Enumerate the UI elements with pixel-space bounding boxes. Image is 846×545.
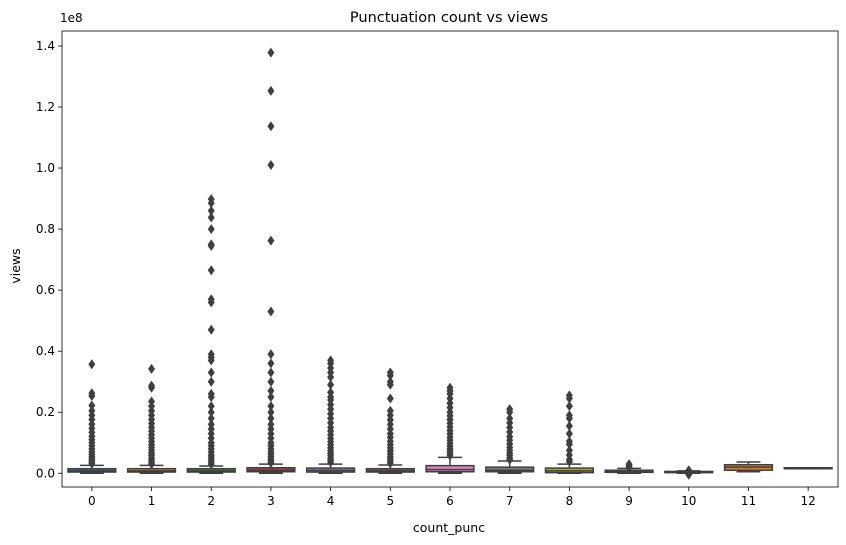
outlier-point: [386, 393, 394, 404]
outlier-point: [565, 401, 573, 412]
y-tick-label: 0.4: [36, 344, 55, 358]
outlier-point: [506, 407, 514, 418]
y-tick-label: 0.0: [36, 466, 55, 480]
y-tick-label: 0.2: [36, 405, 55, 419]
outlier-point: [88, 391, 96, 402]
box-6: [425, 464, 475, 473]
x-tick-label: 3: [267, 494, 275, 508]
outlier-point: [267, 349, 275, 360]
outlier-point: [267, 385, 275, 396]
x-tick-label: 10: [681, 494, 696, 508]
x-tick-label: 8: [566, 494, 574, 508]
outlier-point: [207, 355, 215, 366]
outlier-point: [148, 382, 156, 393]
outlier-point: [267, 306, 275, 317]
outlier-point: [207, 205, 215, 216]
outlier-point: [207, 391, 215, 402]
x-tick-label: 7: [506, 494, 514, 508]
outlier-point: [267, 367, 275, 378]
x-axis-label: count_punc: [413, 520, 485, 535]
outlier-point: [506, 454, 514, 465]
outlier-point: [386, 458, 394, 469]
outlier-point: [207, 459, 215, 470]
outlier-point: [565, 428, 573, 439]
outlier-point: [267, 401, 275, 412]
x-tick-label: 4: [327, 494, 335, 508]
outlier-point: [386, 379, 394, 390]
outlier-point: [148, 459, 156, 470]
plot-frame: [61, 30, 839, 488]
box-7: [485, 466, 535, 473]
outlier-point: [267, 407, 275, 418]
x-tick-label: 6: [446, 494, 454, 508]
outlier-point: [207, 198, 215, 209]
outlier-point: [565, 456, 573, 467]
y-tick-label: 1.4: [36, 39, 55, 53]
outlier-point: [88, 400, 96, 411]
outlier-point: [207, 240, 215, 251]
y-axis-label: views: [8, 248, 23, 283]
outlier-point: [207, 401, 215, 412]
x-tick-label: 12: [801, 494, 816, 508]
outlier-point: [327, 457, 335, 468]
outlier-point: [267, 235, 275, 246]
outlier-point: [148, 363, 156, 374]
outlier-point: [267, 376, 275, 387]
outlier-point: [267, 358, 275, 369]
outlier-point: [267, 457, 275, 468]
outlier-point: [207, 367, 215, 378]
outlier-point: [207, 224, 215, 235]
y-tick-label: 1.2: [36, 100, 55, 114]
x-tick-label: 1: [148, 494, 156, 508]
outlier-point: [267, 391, 275, 402]
y-tick-label: 0.6: [36, 283, 55, 297]
outlier-point: [207, 212, 215, 223]
x-tick-label: 2: [207, 494, 215, 508]
x-tick-label: 11: [741, 494, 756, 508]
x-tick-label: 9: [625, 494, 633, 508]
outlier-point: [267, 47, 275, 58]
y-tick-label: 0.8: [36, 222, 55, 236]
outlier-point: [88, 458, 96, 469]
chart-title: Punctuation count vs views: [350, 10, 548, 26]
outlier-point: [207, 265, 215, 276]
outlier-point: [446, 450, 454, 461]
x-tick-label: 5: [386, 494, 394, 508]
outlier-point: [267, 159, 275, 170]
outlier-point: [327, 372, 335, 383]
y-offset-label: 1e8: [60, 11, 83, 25]
outlier-point: [565, 393, 573, 404]
x-tick-label: 0: [88, 494, 96, 508]
outlier-point: [386, 370, 394, 381]
outlier-point: [267, 413, 275, 424]
outlier-point: [207, 297, 215, 308]
plot-area: 0.00.20.40.60.81.01.21.40 1 2 3 4 5 6 7 8 9 10 11 12: [36, 30, 839, 508]
outlier-point: [565, 439, 573, 450]
outlier-point: [625, 462, 633, 473]
outlier-point: [267, 85, 275, 96]
y-tick-label: 1.0: [36, 161, 55, 175]
outlier-point: [565, 420, 573, 431]
outlier-point: [327, 379, 335, 390]
outlier-point: [88, 359, 96, 370]
outlier-point: [685, 469, 693, 480]
outlier-point: [207, 407, 215, 418]
outlier-point: [207, 413, 215, 424]
outlier-point: [267, 121, 275, 132]
outlier-point: [565, 413, 573, 424]
outlier-point: [207, 376, 215, 387]
outlier-point: [207, 324, 215, 335]
